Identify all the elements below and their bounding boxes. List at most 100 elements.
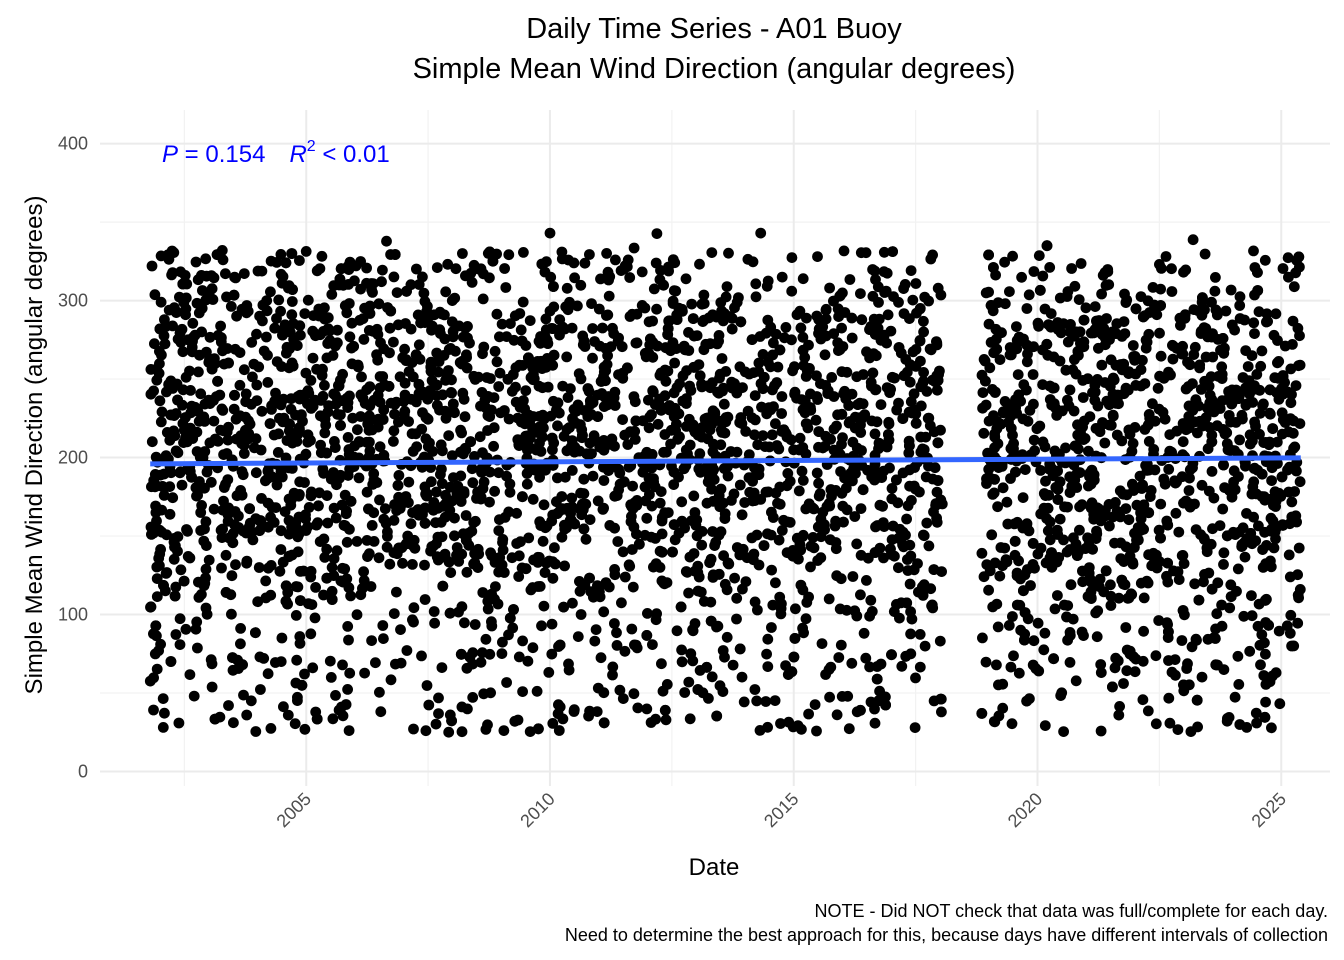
data-point	[410, 349, 422, 361]
data-point	[1248, 245, 1259, 257]
data-point	[886, 371, 898, 383]
data-point	[1220, 305, 1232, 317]
data-point	[486, 550, 498, 562]
data-point	[535, 446, 547, 457]
data-point	[492, 598, 504, 610]
data-point	[1035, 542, 1047, 554]
data-point	[1095, 667, 1107, 678]
data-point	[543, 667, 555, 678]
data-point	[670, 424, 681, 436]
data-point	[884, 462, 895, 474]
data-point	[616, 597, 627, 609]
data-point	[648, 473, 659, 484]
data-point	[749, 684, 761, 695]
data-point	[869, 328, 881, 340]
data-point	[1016, 271, 1027, 283]
data-point	[514, 359, 525, 371]
data-point	[1293, 542, 1305, 554]
data-point	[178, 575, 190, 587]
data-point	[720, 412, 732, 424]
data-point	[332, 337, 343, 349]
data-point	[317, 463, 329, 475]
data-point	[1211, 309, 1223, 321]
data-point	[1184, 501, 1196, 513]
x-axis-ticks: 2005 2010 2015 2020 2025	[273, 789, 1290, 831]
data-point	[1178, 679, 1189, 691]
data-point	[709, 408, 721, 420]
data-point	[1072, 346, 1084, 357]
data-point	[1005, 349, 1017, 361]
data-point	[846, 332, 858, 344]
data-point	[1247, 481, 1259, 493]
data-point	[681, 365, 692, 377]
data-point	[345, 495, 357, 507]
data-point	[280, 580, 292, 592]
data-point	[446, 495, 458, 507]
data-point	[196, 500, 208, 511]
data-point	[336, 701, 347, 713]
data-point	[761, 648, 772, 660]
data-point	[1028, 266, 1040, 277]
data-point	[617, 693, 629, 704]
data-point	[342, 469, 354, 481]
data-point	[803, 708, 814, 720]
data-point	[1019, 464, 1031, 475]
data-point	[624, 560, 636, 572]
data-point	[1028, 635, 1040, 647]
data-point	[569, 518, 581, 530]
data-point	[983, 584, 994, 596]
data-point	[435, 516, 447, 528]
data-point	[1218, 459, 1229, 471]
data-point	[736, 509, 748, 521]
data-point	[468, 517, 480, 528]
data-point	[1091, 631, 1103, 643]
data-point	[1138, 625, 1149, 637]
data-point	[1266, 722, 1277, 734]
data-point	[346, 317, 358, 329]
data-point	[617, 546, 629, 558]
data-point	[384, 558, 396, 570]
data-point	[794, 305, 806, 317]
data-point	[289, 718, 301, 730]
data-point	[533, 552, 545, 563]
data-point	[769, 695, 781, 706]
data-point	[923, 295, 934, 307]
data-point	[1095, 725, 1107, 737]
data-point	[904, 376, 916, 388]
data-point	[287, 360, 299, 372]
data-point	[434, 324, 446, 336]
data-point	[527, 582, 538, 594]
p-symbol: P	[162, 141, 178, 168]
data-point	[375, 706, 387, 718]
data-point	[1089, 301, 1101, 312]
data-point	[499, 263, 510, 274]
data-point	[146, 436, 158, 448]
data-point	[467, 477, 479, 489]
data-point	[330, 512, 342, 524]
data-point	[401, 645, 413, 656]
data-point	[1256, 345, 1268, 357]
data-point	[811, 467, 823, 479]
data-point	[1195, 384, 1207, 395]
data-point	[1294, 584, 1306, 595]
data-point	[976, 708, 988, 719]
data-point	[823, 593, 835, 605]
data-point	[879, 287, 890, 298]
data-point	[1022, 348, 1033, 360]
data-point	[706, 419, 717, 430]
data-point	[482, 410, 494, 421]
data-point	[815, 333, 827, 345]
data-point	[1044, 262, 1056, 273]
data-point	[786, 285, 798, 297]
data-point	[326, 594, 338, 605]
data-point	[1006, 718, 1018, 730]
data-point	[603, 391, 614, 403]
data-point	[812, 251, 823, 262]
data-point	[218, 449, 230, 460]
data-point	[408, 616, 419, 628]
data-point	[886, 493, 898, 505]
data-point	[317, 390, 329, 402]
data-point	[734, 417, 746, 428]
trend-line	[150, 455, 1301, 467]
data-point	[178, 296, 190, 308]
